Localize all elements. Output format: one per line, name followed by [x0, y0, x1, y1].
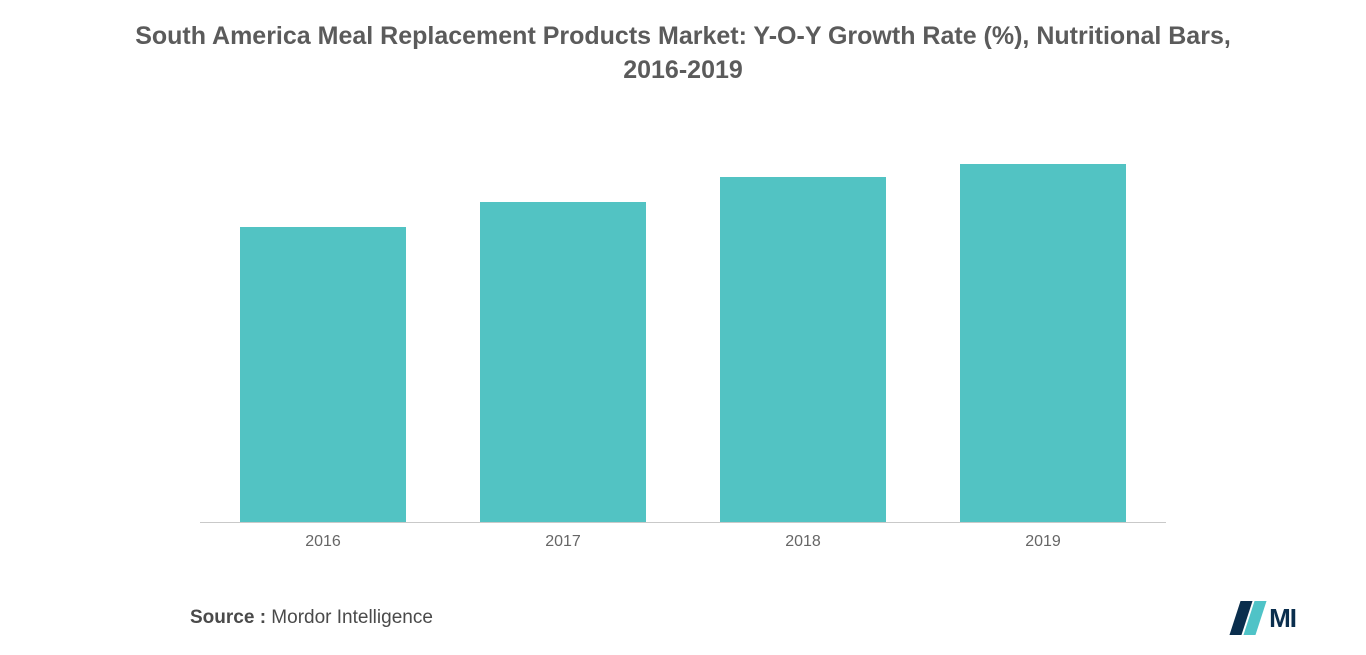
x-label: 2016 — [240, 533, 406, 551]
bar-2019 — [960, 164, 1126, 522]
bar-2018 — [720, 177, 886, 522]
logo-bars-icon — [1230, 601, 1267, 635]
bar-group — [720, 177, 886, 522]
plot-area — [40, 106, 1326, 523]
x-label: 2018 — [720, 533, 886, 551]
x-label: 2019 — [960, 533, 1126, 551]
mordor-logo: MI — [1235, 601, 1316, 635]
chart-footer: Source : Mordor Intelligence MI — [40, 551, 1326, 635]
chart-title: South America Meal Replacement Products … — [133, 20, 1233, 88]
bar-group — [480, 202, 646, 522]
source-label: Source : — [190, 607, 266, 628]
bar-group — [960, 164, 1126, 522]
bar-group — [240, 227, 406, 522]
bar-2017 — [480, 202, 646, 522]
x-axis-labels: 2016 2017 2018 2019 — [40, 529, 1326, 551]
x-axis-line — [200, 522, 1166, 523]
x-label: 2017 — [480, 533, 646, 551]
source-value: Mordor Intelligence — [266, 607, 433, 628]
chart-container: South America Meal Replacement Products … — [0, 0, 1366, 655]
source-attribution: Source : Mordor Intelligence — [190, 607, 433, 629]
bar-2016 — [240, 227, 406, 522]
logo-text: MI — [1269, 603, 1296, 634]
